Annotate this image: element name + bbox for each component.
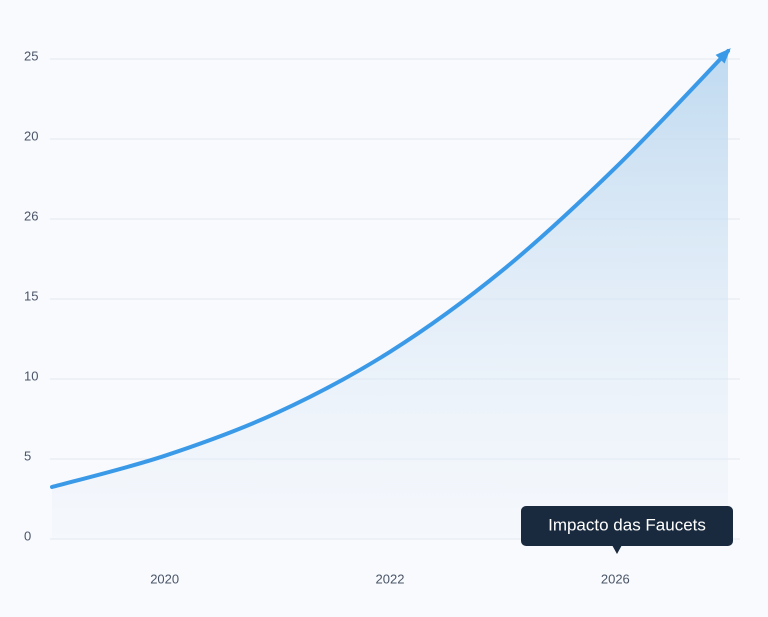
annotation: Impacto das Faucets xyxy=(521,506,733,554)
arrowhead xyxy=(715,48,731,64)
y-tick-label: 15 xyxy=(24,288,38,303)
y-tick-label: 5 xyxy=(24,448,31,463)
x-tick-label: 2026 xyxy=(601,571,630,586)
x-tick-label: 2022 xyxy=(376,571,405,586)
x-tick-label: 2020 xyxy=(150,571,179,586)
y-tick-label: 25 xyxy=(24,48,38,63)
annotation-pointer xyxy=(612,545,622,554)
annotation-text: Impacto das Faucets xyxy=(548,515,706,534)
line xyxy=(50,49,730,489)
y-tick-label: 0 xyxy=(24,528,31,543)
annotation-box xyxy=(521,506,733,546)
y-tick-label: 10 xyxy=(24,368,38,383)
y-tick-label: 26 xyxy=(24,208,38,223)
y-tick-label: 20 xyxy=(24,128,38,143)
area xyxy=(52,51,728,539)
